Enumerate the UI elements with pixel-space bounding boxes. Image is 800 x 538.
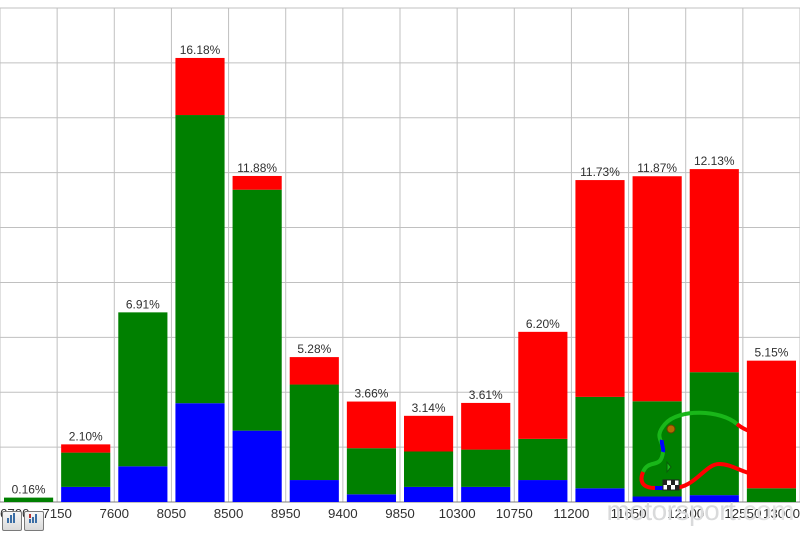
x-tick-label: 8950 bbox=[271, 506, 301, 521]
bar-value-label: 11.73% bbox=[580, 165, 620, 179]
bar-seg-blue bbox=[290, 480, 339, 502]
x-tick-label: 7150 bbox=[42, 506, 72, 521]
bar-seg-green bbox=[461, 450, 510, 487]
bar-seg-blue bbox=[518, 480, 567, 502]
bar-seg-blue bbox=[175, 403, 224, 502]
chart-container: 6700715076008050850089509400985010300107… bbox=[0, 0, 800, 533]
bar-seg-green bbox=[347, 448, 396, 494]
x-tick-label: 11650 bbox=[611, 506, 647, 521]
bar-value-label: 0.16% bbox=[12, 483, 46, 497]
bar-seg-red bbox=[290, 357, 339, 384]
bar-seg-blue bbox=[461, 487, 510, 502]
x-tick-label: 11200 bbox=[553, 506, 589, 521]
x-tick-label: 12550 bbox=[724, 506, 761, 521]
bar-value-label: 11.87% bbox=[637, 161, 677, 175]
chart-toolbar bbox=[2, 511, 44, 531]
bar-value-label: 3.61% bbox=[469, 388, 503, 402]
bar-seg-green bbox=[404, 452, 453, 487]
bar-seg-red bbox=[347, 402, 396, 449]
bar-value-label: 6.91% bbox=[126, 297, 160, 311]
bar-seg-red bbox=[633, 176, 682, 401]
bar-seg-blue bbox=[404, 487, 453, 502]
x-tick-label: 12100 bbox=[667, 506, 704, 521]
bar-value-label: 2.10% bbox=[69, 429, 103, 443]
bar-seg-green bbox=[4, 498, 53, 502]
bar-seg-green bbox=[233, 190, 282, 431]
x-tick-label: 8050 bbox=[157, 506, 187, 521]
chart-style-button-a[interactable] bbox=[2, 511, 22, 531]
bar-seg-green bbox=[175, 115, 224, 403]
bar-value-label: 11.88% bbox=[237, 161, 277, 175]
bar-seg-green bbox=[518, 439, 567, 480]
bar-seg-red bbox=[461, 403, 510, 450]
x-tick-label: 7600 bbox=[99, 506, 129, 521]
bar-seg-red bbox=[690, 169, 739, 372]
bar-value-label: 12.13% bbox=[694, 154, 735, 168]
bar-seg-blue bbox=[575, 488, 624, 502]
bar-seg-blue bbox=[118, 466, 167, 502]
bar-value-label: 3.14% bbox=[412, 401, 446, 415]
bar-value-label: 16.18% bbox=[180, 43, 221, 57]
bar-seg-red bbox=[404, 416, 453, 452]
track-map bbox=[633, 392, 788, 497]
bar-seg-green bbox=[575, 397, 624, 488]
bar-value-label: 3.66% bbox=[354, 387, 388, 401]
bar-seg-red bbox=[233, 176, 282, 190]
x-tick-label: 10750 bbox=[496, 506, 533, 521]
x-tick-label: 9400 bbox=[328, 506, 358, 521]
bar-seg-green bbox=[290, 385, 339, 481]
bar-value-label: 5.28% bbox=[297, 342, 331, 356]
bar-seg-red bbox=[175, 58, 224, 115]
bar-seg-red bbox=[61, 444, 110, 452]
bar-seg-green bbox=[61, 453, 110, 487]
bar-seg-blue bbox=[347, 494, 396, 502]
x-tick-label: 10300 bbox=[439, 506, 476, 521]
bar-seg-red bbox=[518, 332, 567, 439]
bar-seg-red bbox=[575, 180, 624, 397]
x-tick-label: 9850 bbox=[385, 506, 415, 521]
chart-style-button-b[interactable] bbox=[24, 511, 44, 531]
bar-value-label: 6.20% bbox=[526, 317, 560, 331]
bar-seg-green bbox=[118, 312, 167, 466]
x-tick-label: 8500 bbox=[214, 506, 244, 521]
x-tick-label: 13000 bbox=[763, 506, 800, 521]
bar-seg-blue bbox=[233, 431, 282, 502]
bar-seg-blue bbox=[61, 487, 110, 502]
bar-value-label: 5.15% bbox=[754, 346, 788, 360]
bar-seg-blue bbox=[633, 497, 682, 502]
